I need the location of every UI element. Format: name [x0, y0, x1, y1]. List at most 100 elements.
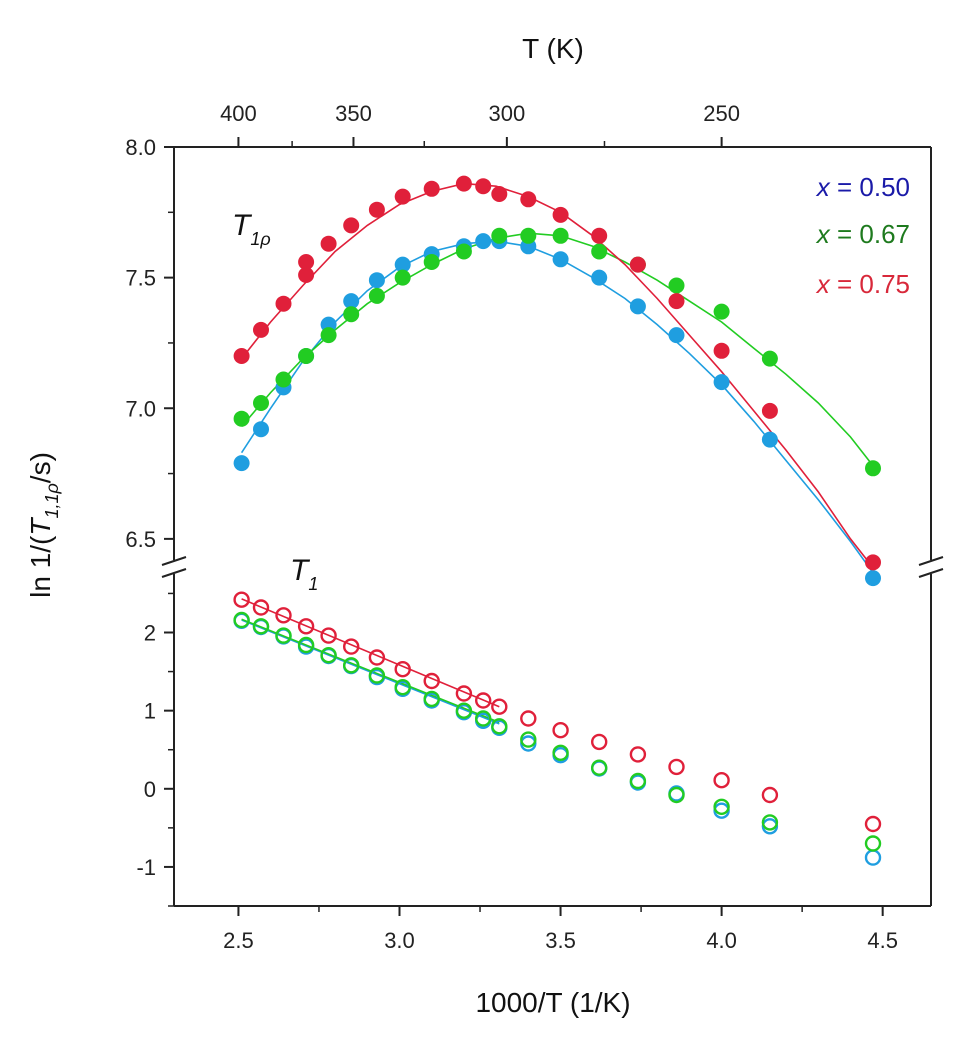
y-lower-tick-label-0: -1	[136, 855, 156, 880]
x-axis-top: 400 350 300 250	[220, 101, 740, 147]
data-point	[320, 627, 337, 644]
data-point	[865, 460, 881, 477]
legend-entry-0-text: = 0.50	[830, 172, 910, 202]
data-point	[275, 371, 292, 388]
x-tick-label-2: 3.5	[545, 928, 576, 953]
data-point	[298, 348, 315, 364]
annotation-t1: T1	[290, 554, 318, 594]
data-point	[475, 692, 492, 709]
legend-entry-2: x = 0.75	[815, 269, 910, 299]
data-point	[552, 227, 569, 244]
data-point	[761, 402, 778, 419]
data-point	[591, 227, 608, 244]
fit-line-1	[240, 232, 874, 467]
x-tick-label-0: 2.5	[223, 928, 254, 953]
data-points	[233, 175, 882, 866]
data-point	[275, 295, 292, 312]
data-point	[629, 746, 647, 763]
data-point	[713, 303, 730, 320]
data-point	[520, 191, 537, 208]
data-point	[394, 661, 411, 678]
legend-entry-0-var: x	[815, 172, 831, 202]
data-point	[320, 327, 337, 344]
data-point	[368, 201, 385, 218]
data-point	[423, 180, 440, 197]
data-point	[253, 395, 269, 411]
data-point	[320, 647, 337, 664]
data-point	[864, 835, 882, 852]
y-lower-tick-label-3: 2	[144, 621, 156, 646]
data-point	[552, 744, 569, 761]
data-point	[233, 591, 250, 608]
break-mark-a-0	[161, 556, 187, 566]
data-point	[668, 277, 685, 294]
y-axis-title: ln 1/(T1,1ρ/s)	[25, 452, 62, 598]
data-point	[629, 256, 646, 273]
data-point	[252, 618, 270, 635]
data-point	[455, 702, 473, 719]
data-point	[552, 206, 569, 223]
x2-tick-label-2: 300	[489, 101, 526, 126]
data-point	[297, 618, 315, 635]
annotation-t1-sub: 1	[308, 574, 318, 594]
data-point	[233, 611, 250, 629]
data-point	[552, 251, 569, 268]
data-point	[591, 243, 608, 260]
data-point	[865, 554, 881, 571]
data-point	[275, 627, 292, 644]
y-axis-title-var: T	[25, 517, 56, 536]
break-mark-b-1	[918, 568, 944, 578]
data-point	[475, 710, 492, 727]
data-point	[253, 321, 269, 338]
data-point	[343, 638, 360, 655]
data-point	[761, 350, 778, 367]
plot-frame	[173, 146, 932, 907]
x2-tick-label-1: 350	[335, 101, 372, 126]
legend-entry-1-text: = 0.67	[830, 219, 910, 249]
data-point	[298, 254, 315, 270]
data-point	[713, 342, 730, 359]
data-point	[455, 685, 473, 702]
y-axis-lower: -1 0 1 2	[136, 592, 174, 907]
y-upper-tick-label-3: 8.0	[125, 135, 156, 160]
data-point	[761, 431, 778, 448]
data-point	[475, 233, 492, 250]
data-point	[343, 306, 360, 323]
y-upper-tick-label-1: 7.0	[125, 396, 156, 421]
data-point	[713, 798, 730, 815]
annotation-t1rho-main: T	[232, 209, 253, 242]
annotation-t1rho-sub: 1ρ	[250, 229, 270, 249]
data-point	[320, 235, 337, 252]
legend-entry-2-var: x	[815, 269, 831, 299]
data-point	[368, 649, 386, 666]
data-point	[423, 254, 440, 270]
data-point	[864, 815, 882, 833]
data-point	[394, 256, 411, 273]
data-point	[233, 410, 250, 427]
y-axis-title-suffix: /s)	[25, 452, 56, 483]
data-point	[455, 243, 472, 260]
data-point	[343, 217, 360, 234]
data-point	[275, 607, 292, 624]
data-point	[668, 786, 685, 804]
x2-tick-label-3: 250	[703, 101, 740, 126]
x-axis-title: 1000/T (1/K)	[475, 987, 630, 1018]
x-tick-label-4: 4.5	[867, 928, 898, 953]
data-point	[491, 186, 508, 202]
data-point	[368, 287, 385, 304]
data-point	[343, 293, 360, 310]
annotation-t1-main: T	[290, 554, 311, 587]
data-point	[368, 272, 385, 289]
data-point	[252, 599, 270, 616]
data-point	[520, 227, 537, 244]
data-point	[552, 722, 569, 739]
data-point	[297, 636, 315, 654]
data-point	[394, 188, 411, 205]
y-upper-tick-label-0: 6.5	[125, 527, 156, 552]
x2-tick-label-0: 400	[220, 101, 257, 126]
data-point	[491, 227, 508, 244]
data-point	[591, 269, 608, 286]
x-tick-label-3: 4.0	[706, 928, 737, 953]
y-upper-tick-label-2: 7.5	[125, 266, 156, 291]
